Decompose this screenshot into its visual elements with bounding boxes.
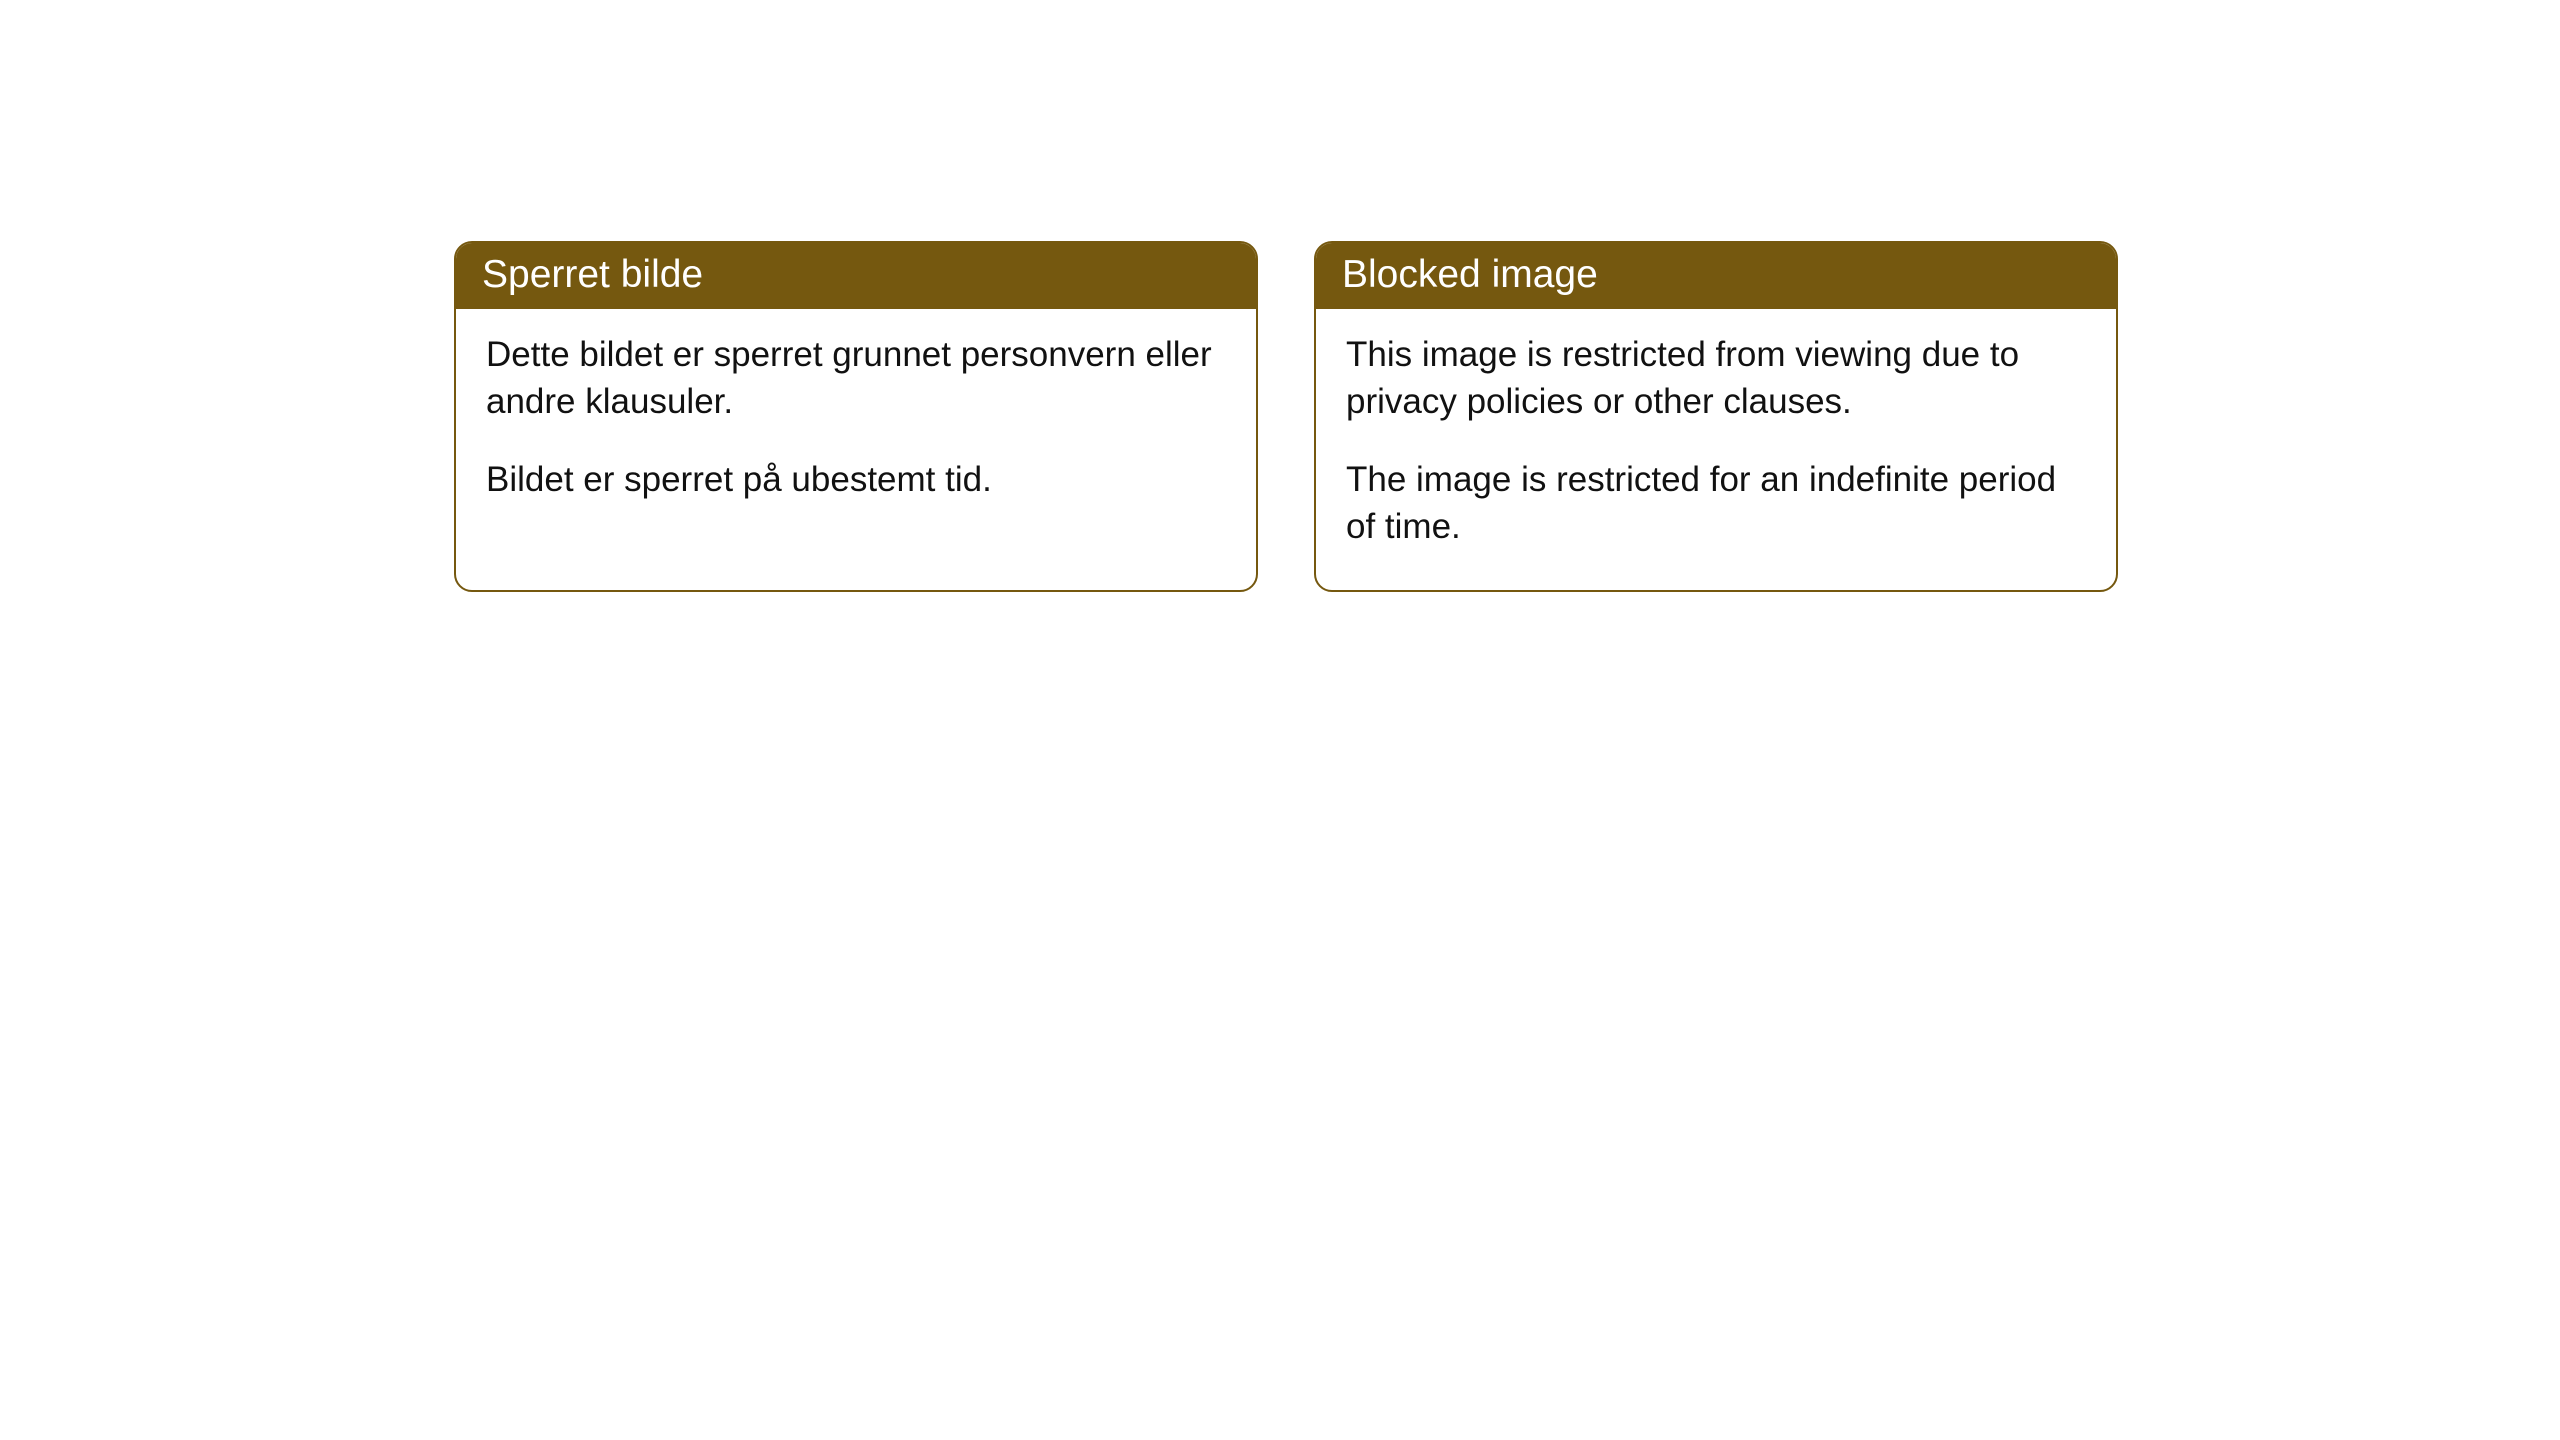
card-header: Sperret bilde xyxy=(456,243,1256,309)
card-header: Blocked image xyxy=(1316,243,2116,309)
notice-container: Sperret bilde Dette bildet er sperret gr… xyxy=(454,241,2118,592)
card-body: This image is restricted from viewing du… xyxy=(1316,309,2116,590)
notice-card-norwegian: Sperret bilde Dette bildet er sperret gr… xyxy=(454,241,1258,592)
notice-card-english: Blocked image This image is restricted f… xyxy=(1314,241,2118,592)
card-paragraph: Bildet er sperret på ubestemt tid. xyxy=(486,456,1226,503)
card-body: Dette bildet er sperret grunnet personve… xyxy=(456,309,1256,543)
card-paragraph: The image is restricted for an indefinit… xyxy=(1346,456,2086,551)
card-paragraph: Dette bildet er sperret grunnet personve… xyxy=(486,331,1226,426)
card-paragraph: This image is restricted from viewing du… xyxy=(1346,331,2086,426)
